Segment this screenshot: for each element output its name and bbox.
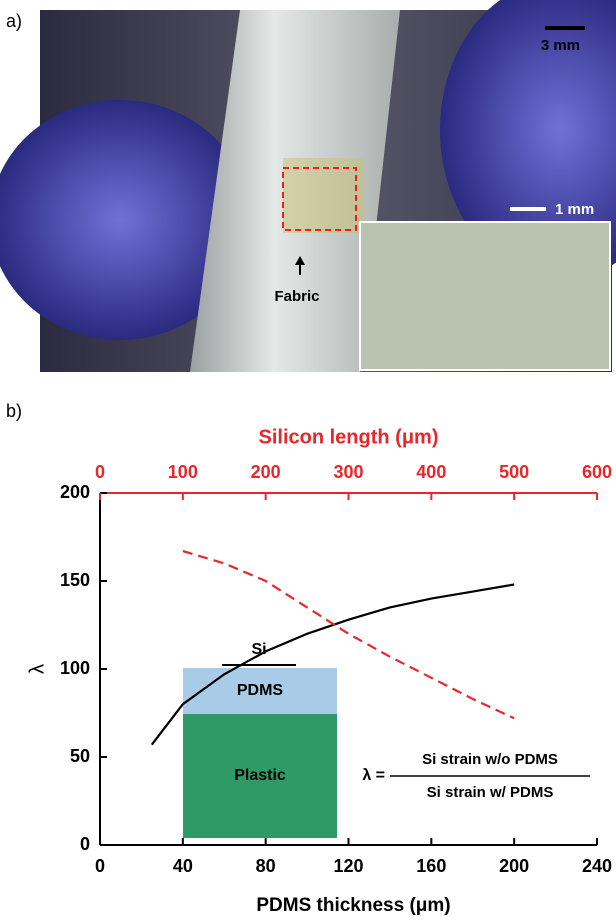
- x2-axis-title: Silicon length (μm): [258, 426, 438, 448]
- x2-tick-label: 100: [168, 462, 198, 482]
- y-tick-label: 100: [60, 658, 90, 678]
- x-tick-label: 0: [95, 856, 105, 876]
- formula: Si strain w/ PDMS: [427, 784, 554, 801]
- x-tick-label: 40: [173, 856, 193, 876]
- photo: Fabric 3 mm 1 mm: [0, 0, 616, 372]
- scale-bar-label: 3 mm: [541, 37, 580, 54]
- x2-tick-label: 400: [416, 462, 446, 482]
- y-tick-label: 200: [60, 482, 90, 502]
- y-tick-label: 50: [70, 746, 90, 766]
- x-tick-label: 240: [582, 856, 612, 876]
- inset-diagram: Si PDMS Plastic λ = Si strain w/o PDMS S…: [183, 641, 590, 838]
- x-axis-title: PDMS thickness (μm): [256, 895, 450, 916]
- panel-label: a): [6, 11, 22, 31]
- x-tick-label: 200: [499, 856, 529, 876]
- formula: λ =: [362, 767, 385, 784]
- y-tick-label: 150: [60, 570, 90, 590]
- inset-scale-bar-label: 1 mm: [555, 201, 594, 218]
- panel-label: b): [6, 401, 22, 421]
- x2-tick-label: 0: [95, 462, 105, 482]
- y-tick-label: 0: [80, 834, 90, 854]
- x-tick-label: 120: [333, 856, 363, 876]
- x2-tick-label: 600: [582, 462, 612, 482]
- formula: Si strain w/o PDMS: [422, 751, 558, 768]
- y-axis-title: λ: [26, 664, 48, 674]
- x2-tick-label: 300: [333, 462, 363, 482]
- layer-label: PDMS: [237, 682, 284, 699]
- annotation: Fabric: [274, 288, 319, 305]
- x2-tick-label: 500: [499, 462, 529, 482]
- x-tick-label: 80: [256, 856, 276, 876]
- layer-label: Plastic: [234, 767, 286, 784]
- figure: a) Fabric 3 mm 1 mm b) Si PDMS Plastic λ…: [0, 0, 616, 917]
- x-tick-label: 160: [416, 856, 446, 876]
- x2-tick-label: 200: [251, 462, 281, 482]
